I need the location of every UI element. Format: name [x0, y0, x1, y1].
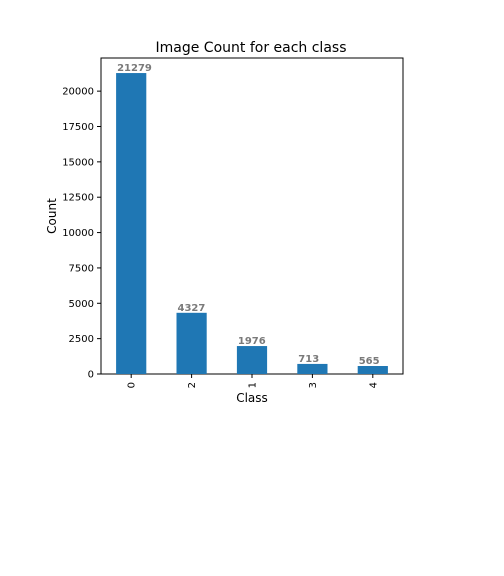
data-label-class-2: 4327 [178, 303, 206, 314]
x-tick-label-class-3: 3 [308, 382, 319, 388]
x-tick-label-class-0: 0 [127, 382, 138, 388]
data-label-class-0: 21279 [117, 63, 152, 74]
bar-class-0 [116, 73, 147, 375]
x-tick-label-class-1: 1 [248, 382, 259, 388]
x-tick-label-class-4: 4 [368, 382, 379, 388]
y-tick-label: 5000 [69, 299, 94, 310]
y-tick-label: 10000 [62, 228, 94, 239]
x-axis: 0 2 1 3 4 [127, 374, 379, 388]
chart-title: Image Count for each class [156, 40, 347, 56]
data-label-class-3: 713 [298, 354, 319, 365]
y-tick-label: 2500 [69, 334, 94, 345]
bar-class-3 [297, 363, 328, 374]
y-tick-label: 20000 [62, 87, 94, 98]
y-tick-label: 15000 [62, 157, 94, 168]
data-label-class-1: 1976 [238, 336, 266, 347]
bars-group [116, 73, 388, 375]
y-tick-label: 12500 [62, 193, 94, 204]
x-axis-label: Class [236, 391, 268, 405]
y-tick-label: 7500 [69, 263, 94, 274]
bar-class-1 [236, 346, 268, 374]
y-axis: 0 2500 5000 7500 10000 12500 15000 17500 20000 [62, 87, 101, 381]
data-labels-group: 21279 4327 1976 713 565 [117, 63, 380, 367]
y-tick-label: 0 [88, 370, 94, 381]
data-label-class-4: 565 [359, 356, 380, 367]
bar-class-4 [357, 366, 388, 374]
y-axis-label: Count [45, 198, 59, 234]
bar-class-2 [176, 312, 207, 374]
x-tick-label-class-2: 2 [187, 382, 198, 388]
y-tick-label: 17500 [62, 122, 94, 133]
